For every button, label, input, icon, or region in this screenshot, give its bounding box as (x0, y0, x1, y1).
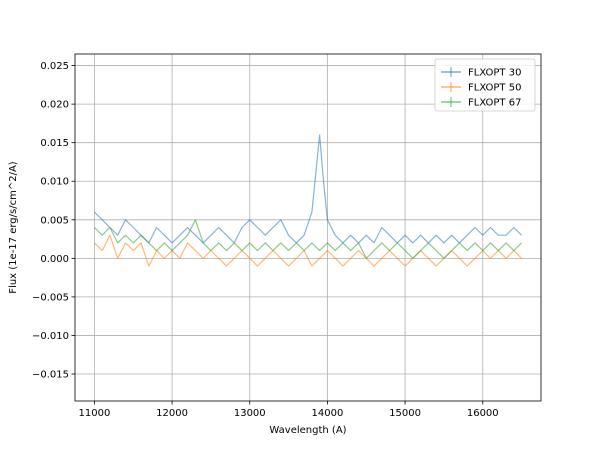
y-tick-label: 0.000 (40, 254, 69, 265)
y-axis-label: Flux (1e-17 erg/s/cm^2/A) (8, 161, 19, 293)
y-tick-label: −0.015 (32, 370, 69, 381)
series-line-1 (93, 134, 523, 244)
plot-frame (74, 53, 542, 402)
legend-label: FLXOPT 50 (468, 83, 521, 94)
y-tick-label: 0.005 (40, 215, 69, 226)
legend-label: FLXOPT 67 (468, 98, 521, 109)
y-tick-label: −0.005 (32, 292, 69, 303)
y-tick-label: 0.010 (40, 177, 69, 188)
x-tick-label: 13000 (234, 408, 266, 419)
y-tick-label: 0.020 (40, 100, 69, 111)
x-tick-label: 14000 (312, 408, 344, 419)
y-tick-label: 0.025 (40, 61, 69, 72)
x-tick-label: 12000 (156, 408, 188, 419)
x-tick-label: 15000 (389, 408, 421, 419)
y-tick-label: 0.015 (40, 138, 69, 149)
series-layer (93, 134, 523, 267)
x-tick-label: 16000 (467, 408, 499, 419)
x-tick-label: 11000 (79, 408, 111, 419)
series-line-3 (93, 219, 523, 259)
legend-label: FLXOPT 30 (468, 68, 521, 79)
tick-layer: 11000 12000 13000 14000 15000 16000 −0.015 −0.0… (32, 61, 499, 419)
x-axis-label: Wavelength (A) (269, 425, 346, 436)
y-tick-label: −0.010 (32, 331, 69, 342)
legend: FLXOPT 30 FLXOPT 50 FLXOPT 67 (434, 58, 536, 112)
